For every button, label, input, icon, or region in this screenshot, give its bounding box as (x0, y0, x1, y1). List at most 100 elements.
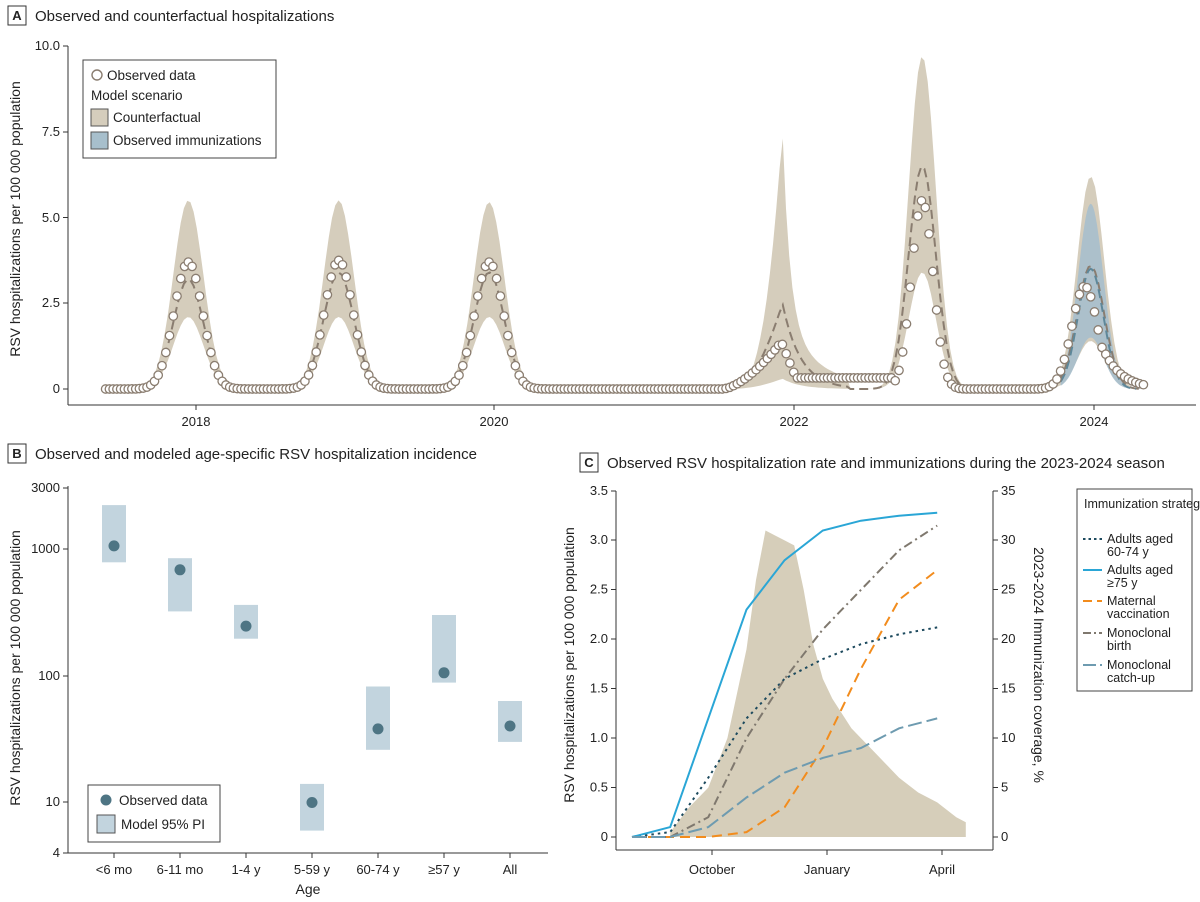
panel-b-xlabel: Age (296, 881, 321, 897)
observed-point (322, 289, 333, 300)
observed-point (894, 365, 904, 376)
c-ytick-right-label: 10 (1001, 730, 1015, 745)
legend-label: catch-up (1107, 671, 1155, 685)
c-ytick-right-label: 0 (1001, 829, 1008, 844)
b-ytick-label: 100 (38, 668, 60, 683)
b-ytick-label: 1000 (31, 541, 60, 556)
panel-c-xticks: October January April (689, 850, 955, 877)
observed-dot (306, 797, 318, 808)
c-xtick-label: October (689, 862, 736, 877)
observed-dot (372, 723, 384, 735)
a-xtick-label: 2020 (480, 414, 509, 429)
panel-b-letter: B (12, 446, 21, 461)
legend-immunization-swatch (90, 131, 109, 150)
a-ytick-label: 2.5 (42, 295, 60, 310)
observed-point (160, 347, 171, 358)
legend-label: Adults aged (1107, 532, 1173, 546)
observed-point (924, 228, 934, 239)
series-line-adults-60-74 (631, 626, 938, 838)
panel-a-ylabel: RSV hospitalizations per 100 000 populat… (7, 81, 23, 357)
c-ytick-left-label: 2.5 (590, 582, 608, 597)
counterfactual-band (113, 57, 1144, 390)
observed-point (469, 311, 479, 321)
panel-a-xticks: 2018 2020 2022 2024 (182, 405, 1109, 429)
series-line-adults-75 (631, 511, 938, 838)
observed-point (901, 319, 912, 329)
legend-counterfactual-label: Counterfactual (113, 110, 201, 125)
b-ytick-label: 4 (53, 845, 60, 860)
panel-a: A Observed and counterfactual hospitaliz… (7, 5, 1196, 429)
observed-point (1067, 321, 1077, 332)
observed-point (1070, 303, 1081, 314)
legend-observed-label: Observed data (107, 68, 196, 83)
a-ytick-label: 7.5 (42, 124, 60, 139)
panel-c-legend: Immunization strategy Adults aged 60-74 … (1076, 488, 1200, 692)
c-ytick-right-label: 30 (1001, 532, 1015, 547)
legend-header: Immunization strategy (1084, 497, 1200, 511)
panel-c-yticks-left: 0 0.5 1.0 1.5 2.0 2.5 3.0 3.5 (590, 483, 616, 844)
observed-dot (240, 620, 252, 632)
observed-point (1093, 325, 1104, 335)
panel-c-letter-box (579, 452, 599, 473)
legend-label: ≥75 y (1107, 576, 1138, 590)
a-xtick-label: 2024 (1080, 414, 1109, 429)
observed-point (495, 291, 506, 301)
b-xtick-label: <6 mo (96, 862, 133, 877)
panel-a-letter: A (12, 8, 22, 23)
b-xtick-label: ≥57 y (428, 862, 460, 877)
observed-point (337, 259, 348, 270)
panel-b-letter-box (7, 443, 27, 464)
panel-b-title: Observed and modeled age-specific RSV ho… (35, 446, 477, 463)
panel-c-yticks-right: 0 5 10 15 20 25 30 35 (993, 483, 1015, 844)
observed-point (781, 348, 792, 359)
observed-point (326, 272, 337, 282)
legend-label: 60-74 y (1107, 545, 1149, 559)
hospitalization-area (670, 530, 966, 837)
observed-dot (174, 564, 186, 576)
b-ytick-label: 10 (46, 794, 60, 809)
series-line-mono-catchup (632, 717, 938, 838)
observed-point (1089, 307, 1100, 317)
c-ytick-left-label: 1.0 (590, 730, 608, 745)
observed-point (920, 202, 931, 213)
observed-point (153, 370, 164, 381)
observed-point (202, 330, 212, 341)
c-xtick-label: April (929, 862, 955, 877)
observed-point (897, 347, 908, 357)
pi-box (366, 686, 390, 750)
b-xtick-label: 60-74 y (356, 862, 400, 877)
observed-point (352, 330, 363, 340)
immunization-band (1060, 203, 1136, 389)
a-xtick-label: 2018 (182, 414, 211, 429)
observed-dot (504, 720, 516, 732)
panel-c-title: Observed RSV hospitalization rate and im… (607, 455, 1165, 472)
a-xtick-label: 2022 (780, 414, 809, 429)
c-ytick-right-label: 25 (1001, 582, 1015, 597)
a-ytick-label: 5.0 (42, 210, 60, 225)
b-ytick-label: 3000 (31, 480, 60, 495)
observed-point (348, 310, 359, 320)
panel-c-ylabel-left: RSV hospitalizations per 100 000 populat… (561, 527, 577, 803)
observed-point (311, 347, 322, 357)
panel-a-yticks: 0 2.5 5.0 7.5 10.0 (35, 38, 68, 396)
panel-c: C Observed RSV hospitalization rate and … (561, 452, 1200, 877)
legend-observed-marker (91, 69, 103, 81)
observed-point (315, 330, 325, 340)
observed-point (198, 311, 209, 321)
panel-b-plot (102, 505, 522, 831)
observed-point (939, 359, 949, 370)
observed-point (785, 358, 795, 368)
c-xtick-label: January (804, 862, 851, 877)
legend-label: Monoclonal (1107, 658, 1171, 672)
series-line-maternal (632, 569, 938, 838)
b-xtick-label: 6-11 mo (157, 862, 204, 877)
observed-point (345, 289, 355, 300)
observed-point (164, 330, 175, 341)
legend-pi-swatch (96, 814, 116, 834)
observed-point (307, 360, 318, 371)
observed-point (472, 291, 483, 301)
a-ytick-label: 0 (53, 381, 60, 396)
c-ytick-right-label: 20 (1001, 631, 1015, 646)
observed-point (168, 311, 179, 321)
